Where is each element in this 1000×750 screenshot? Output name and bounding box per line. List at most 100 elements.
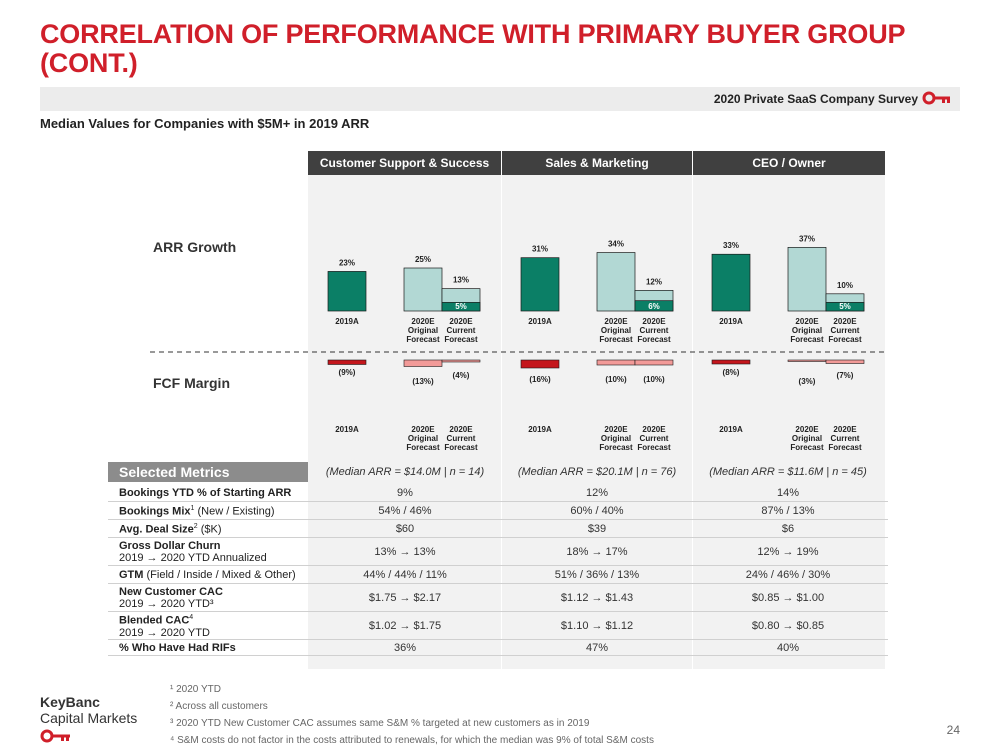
metric-label: Bookings Mix1 (New / Existing) — [119, 502, 309, 519]
metric-label-suffix: ($K) — [197, 523, 222, 536]
footnote: ⁴ S&M costs do not factor in the costs a… — [170, 735, 654, 746]
fcf-margin-label: (13%) — [412, 377, 434, 386]
median-note-sales-marketing: (Median ARR = $20.1M | n = 76) — [517, 466, 677, 478]
metric-label-sup: 4 — [189, 614, 194, 622]
fcf-margin-bar — [711, 359, 751, 365]
metric-value: 12% → 19% — [757, 545, 819, 558]
metric-value: $1.12 → $1.43 — [560, 591, 634, 604]
fcf-category-label-forecast-type: Current — [447, 434, 476, 443]
page-number: 24 — [946, 723, 960, 737]
metric-value: $0.80 → $0.85 — [751, 619, 825, 632]
fcf-margin-bar — [787, 359, 827, 362]
metric-label-main: Blended CAC4 — [119, 612, 309, 627]
category-label-forecast-year: 2020E — [833, 317, 857, 326]
logo-line1: KeyBanc — [40, 694, 100, 710]
category-label-forecast-type: Current — [447, 326, 476, 335]
metric-label-sub: 2019 → 2020 YTD³ — [119, 597, 214, 610]
arr-growth-label: 13% — [453, 276, 469, 285]
metric-value: 13% → 13% — [374, 545, 436, 558]
arr-growth-label: 23% — [339, 258, 355, 267]
fcf-category-label-forecast-word: Forecast — [828, 443, 862, 452]
metric-label-name: Gross Dollar Churn — [119, 539, 221, 552]
selected-metrics-header: Selected Metrics — [108, 462, 308, 482]
metric-value: 47% — [585, 641, 609, 654]
metric-label: Avg. Deal Size2 ($K) — [119, 520, 309, 537]
metric-label: Blended CAC4 2019 → 2020 YTD — [119, 612, 309, 639]
fcf-margin-bar — [520, 359, 560, 369]
arr-growth-label: 37% — [799, 234, 815, 243]
metric-value: 87% / 13% — [761, 504, 815, 517]
metric-label-main: Gross Dollar Churn — [119, 540, 309, 552]
category-label-2019a: 2019A — [719, 317, 743, 326]
metric-label-main: GTM (Field / Inside / Mixed & Other) — [119, 569, 309, 581]
metric-label-name: Blended CAC — [119, 614, 190, 627]
category-label-forecast-type: Current — [640, 326, 669, 335]
fcf-category-label-forecast-type: Current — [640, 434, 669, 443]
fcf-category-label-forecast-year: 2020E — [411, 425, 435, 434]
page-title: CORRELATION OF PERFORMANCE WITH PRIMARY … — [40, 19, 905, 78]
metric-label-suffix: (Field / Inside / Mixed & Other) — [143, 568, 296, 581]
arr-growth-inner-label: 5% — [839, 302, 851, 311]
arr-growth-label: 12% — [646, 277, 662, 286]
fcf-margin-bar — [634, 359, 674, 366]
metric-value: 40% — [776, 641, 800, 654]
median-note-ceo-owner: (Median ARR = $11.6M | n = 45) — [709, 466, 867, 478]
category-label-forecast-type: Original — [792, 326, 822, 335]
survey-banner: 2020 Private SaaS Company Survey — [40, 87, 960, 111]
fcf-category-label-forecast-type: Original — [792, 434, 822, 443]
fcf-category-label-forecast-year: 2020E — [795, 425, 819, 434]
metric-value: 51% / 36% / 13% — [554, 568, 640, 581]
median-note-customer-support: (Median ARR = $14.0M | n = 14) — [325, 466, 485, 478]
metric-label-name: Bookings Mix — [119, 505, 191, 518]
metric-label-sup: 1 — [190, 505, 195, 513]
metric-value: 60% / 40% — [570, 504, 624, 517]
metric-row: GTM (Field / Inside / Mixed & Other) 44% … — [108, 566, 888, 584]
metric-label: GTM (Field / Inside / Mixed & Other) — [119, 566, 309, 583]
fcf-margin-label: (10%) — [605, 375, 627, 384]
fcf-category-label-2019a: 2019A — [335, 425, 359, 434]
key-logo-icon — [922, 89, 954, 112]
fcf-margin-bar — [825, 359, 865, 364]
metric-label: New Customer CAC 2019 → 2020 YTD³ — [119, 584, 309, 611]
fcf-category-label-forecast-year: 2020E — [449, 425, 473, 434]
metric-value: $1.75 → $2.17 — [368, 591, 442, 604]
key-icon — [40, 729, 70, 743]
metric-label: % Who Have Had RIFs — [119, 640, 309, 655]
fcf-category-label-2019a: 2019A — [528, 425, 552, 434]
fcf-category-label-forecast-word: Forecast — [599, 443, 633, 452]
fcf-margin-label: (7%) — [837, 371, 854, 380]
arr-growth-inner-bar — [441, 302, 481, 312]
fcf-category-label-forecast-word: Forecast — [790, 443, 824, 452]
metric-label-sub: 2019 → 2020 YTD — [119, 626, 210, 639]
keybanc-logo: KeyBanc Capital Markets — [40, 694, 137, 749]
row-label-arr-growth: ARR Growth — [153, 239, 237, 255]
metric-label-name: % Who Have Had RIFs — [119, 641, 236, 654]
survey-label: 2020 Private SaaS Company Survey — [713, 92, 918, 106]
fcf-margin-label: (9%) — [339, 368, 356, 377]
metric-row: % Who Have Had RIFs 36% 47% 40% — [108, 640, 888, 656]
row-label-fcf-margin: FCF Margin — [153, 375, 230, 391]
metric-label-name: New Customer CAC — [119, 585, 223, 598]
footnote: ² Across all customers — [170, 701, 268, 712]
subtitle: Median Values for Companies with $5M+ in… — [40, 116, 370, 131]
fcf-category-label-forecast-word: Forecast — [444, 443, 478, 452]
column-bg-ceo-owner — [693, 151, 885, 669]
metric-row: Bookings YTD % of Starting ARR 9% 12% 14% — [108, 484, 888, 502]
fcf-margin-label: (16%) — [529, 375, 551, 384]
metric-row: Blended CAC4 2019 → 2020 YTD $1.02 → $1.75… — [108, 612, 888, 640]
metric-value: $39 — [587, 522, 607, 535]
metric-value: 44% / 44% / 11% — [363, 568, 447, 581]
metric-label-name: Bookings YTD % of Starting ARR — [119, 486, 292, 499]
metric-label: Bookings YTD % of Starting ARR — [119, 484, 309, 501]
fcf-margin-label: (3%) — [799, 377, 816, 386]
fcf-margin-label: (4%) — [453, 371, 470, 380]
column-bg-customer-support — [308, 151, 501, 669]
column-bg-sales-marketing — [502, 151, 692, 669]
metric-value: 9% — [397, 486, 413, 499]
metric-value: $1.02 → $1.75 — [368, 619, 442, 632]
metric-value: $0.85 → $1.00 — [751, 591, 825, 604]
metric-row: New Customer CAC 2019 → 2020 YTD³ $1.75 → … — [108, 584, 888, 612]
metric-value: $60 — [395, 522, 415, 535]
column-header-sales-marketing: Sales & Marketing — [502, 151, 692, 175]
